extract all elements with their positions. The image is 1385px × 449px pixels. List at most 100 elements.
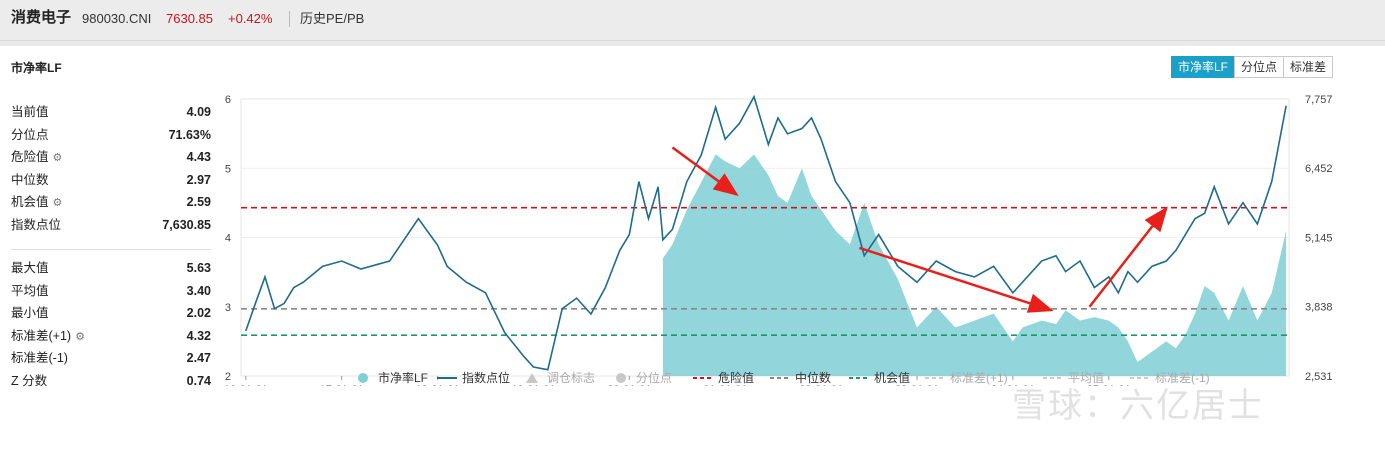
stats-divider: [11, 249, 211, 250]
stat-label: 机会值 ⚙: [11, 195, 63, 209]
legend-item[interactable]: 调仓标志: [521, 369, 595, 386]
legend-label: 调仓标志: [547, 371, 596, 385]
stat-row: 指数点位 7,630.85: [11, 217, 211, 240]
stat-value: 7,630.85: [162, 217, 211, 232]
trend-arrow: [671, 146, 739, 197]
legend-item[interactable]: 指数点位: [436, 369, 510, 386]
y-left-tick-label: 5: [225, 163, 231, 175]
stat-value: 3.40: [186, 283, 211, 298]
legend-symbol-icon: [924, 372, 946, 384]
x-tick-label: 16-01-01: [224, 384, 268, 386]
legend-label: 标准差(-1): [1155, 371, 1210, 385]
stat-value: 71.63%: [168, 127, 211, 142]
stat-value: 2.47: [186, 351, 211, 365]
stat-row: 机会值 ⚙ 2.59: [11, 194, 211, 217]
stat-label: 中位数: [11, 172, 49, 187]
y-right-tick-label: 2,531: [1305, 371, 1333, 383]
legend-item[interactable]: 标准差(+1): [924, 369, 1008, 386]
pb-button[interactable]: 市净率LF: [1171, 56, 1236, 78]
legend-label: 中位数: [795, 371, 832, 385]
legend-label: 标准差(+1): [950, 371, 1008, 385]
legend-label: 指数点位: [462, 371, 511, 385]
stat-row: 最大值 5.63: [11, 260, 211, 283]
x-tick-label: 21-01-01: [703, 384, 747, 386]
index-line-series: [245, 94, 1287, 371]
x-tick-label: 18-01-01: [416, 384, 460, 386]
stat-label: 分位点: [11, 127, 49, 142]
y-left-tick-label: 3: [225, 302, 231, 314]
header-divider: [289, 11, 290, 27]
stat-value: 4.43: [186, 150, 211, 164]
history-pe-pb-link[interactable]: 历史PE/PB: [300, 11, 365, 26]
legend-symbol-icon: [1129, 372, 1151, 384]
legend-symbol-icon: [769, 372, 791, 384]
stat-row: 标准差(-1) 2.47: [11, 350, 211, 373]
stats-group-history: 最大值 5.63 平均值 3.40 最小值 2.02 标准差(+1) ⚙ 4.32 标准差(-1)…: [11, 260, 211, 395]
legend-item[interactable]: 中位数: [769, 369, 831, 386]
pb-area-series: [662, 154, 1287, 376]
legend-label: 危险值: [718, 371, 755, 385]
stat-label: 标准差(-1): [11, 351, 68, 365]
x-tick-label: 20-01-01: [607, 384, 651, 386]
stat-row: 标准差(+1) ⚙ 4.32: [11, 328, 211, 351]
x-tick-label: 22-01-01: [799, 384, 843, 386]
stat-value: 4.32: [186, 328, 211, 343]
legend-item[interactable]: 市净率LF: [352, 369, 428, 386]
stat-row: 平均值 3.40: [11, 283, 211, 306]
stat-row: 最小值 2.02: [11, 305, 211, 328]
stats-table: 当前值 4.09 分位点 71.63% 危险值 ⚙ 4.43 中位数 2.97 机会值 ⚙ 2.59 指…: [11, 104, 211, 395]
stat-value: 2.02: [186, 306, 211, 320]
stat-label: 最大值: [11, 261, 49, 275]
stat-row: 危险值 ⚙ 4.43: [11, 149, 211, 172]
stat-label: 最小值: [11, 306, 49, 320]
legend-label: 平均值: [1068, 371, 1105, 385]
y-left-tick-label: 4: [225, 233, 231, 245]
stat-row: 当前值 4.09: [11, 104, 211, 127]
index-price: 7630.85: [166, 11, 213, 26]
legend-symbol-icon: [352, 372, 374, 384]
stats-group-current: 当前值 4.09 分位点 71.63% 危险值 ⚙ 4.43 中位数 2.97 机会值 ⚙ 2.59 指…: [11, 104, 211, 239]
top-bar: 消费电子 980030.CNI 7630.85 +0.42% 历史PE/PB: [0, 0, 1385, 41]
legend-item[interactable]: 平均值: [1042, 369, 1104, 386]
legend-symbol-icon: [692, 372, 714, 384]
index-change: +0.42%: [228, 11, 273, 26]
settings-gear-icon[interactable]: ⚙: [75, 330, 85, 343]
stat-value: 5.63: [186, 261, 211, 275]
trend-arrow: [1088, 206, 1168, 308]
index-name: 消费电子: [11, 9, 72, 26]
legend-item[interactable]: 机会值: [848, 369, 910, 386]
pb-chart: 2 3 4 5 6 2,531 3,838 5,145 6,452 7,757 16-01-01 17…: [224, 94, 1333, 386]
settings-gear-icon[interactable]: ⚙: [52, 152, 63, 164]
stat-value: 0.74: [186, 373, 211, 388]
percentile-button[interactable]: 分位点: [1234, 56, 1285, 78]
settings-gear-icon[interactable]: ⚙: [52, 197, 63, 209]
y-right-tick-label: 6,452: [1305, 163, 1333, 175]
x-tick-label: 25-01-01: [1087, 384, 1131, 386]
stat-value: 2.97: [186, 172, 211, 187]
stat-label: 当前值: [11, 105, 49, 119]
stat-value: 2.59: [186, 195, 211, 209]
metric-switch: 市净率LF 分位点 标准差: [1171, 56, 1334, 78]
stat-value: 4.09: [186, 105, 211, 119]
legend-symbol-icon: [521, 372, 543, 384]
trend-arrow: [859, 246, 1054, 313]
index-code: 980030.CNI: [82, 11, 152, 26]
watermark: 雪球：六亿居士: [1012, 387, 1264, 425]
x-tick-label: 24-01-01: [991, 384, 1035, 386]
legend-item[interactable]: 危险值: [692, 369, 754, 386]
y-right-tick-label: 5,145: [1305, 232, 1333, 244]
stat-row: 中位数 2.97: [11, 172, 211, 195]
y-left-tick-label: 2: [225, 371, 231, 383]
legend-symbol-icon: [610, 372, 632, 384]
stat-label: Z 分数: [11, 373, 48, 388]
legend-symbol-icon: [436, 372, 458, 384]
stat-label: 危险值 ⚙: [11, 150, 63, 164]
y-left-tick-label: 6: [225, 94, 231, 106]
stat-row: Z 分数 0.74: [11, 373, 211, 396]
legend-item[interactable]: 分位点: [610, 369, 672, 386]
legend-item[interactable]: 标准差(-1): [1129, 369, 1210, 386]
stddev-button[interactable]: 标准差: [1283, 56, 1334, 78]
stat-label: 标准差(+1) ⚙: [11, 328, 85, 343]
x-tick-label: 17-01-01: [320, 384, 364, 386]
stat-row: 分位点 71.63%: [11, 127, 211, 150]
